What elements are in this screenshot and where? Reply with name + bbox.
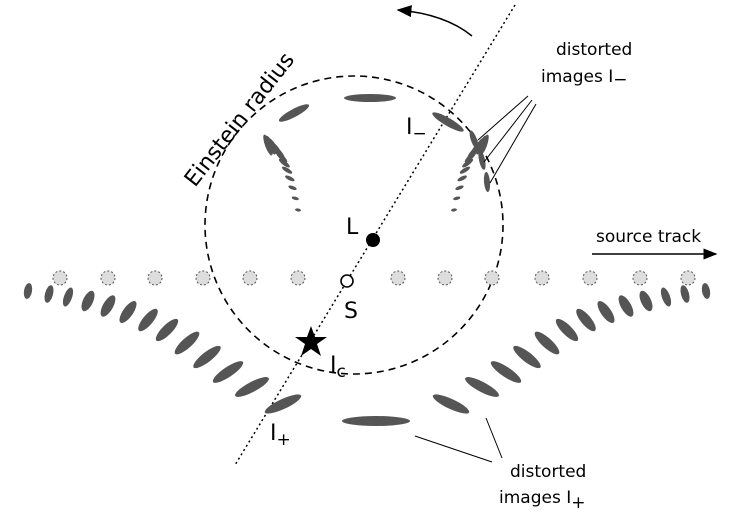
outer-image — [490, 361, 522, 383]
outer-image — [618, 295, 634, 317]
track-dot — [195, 270, 211, 286]
outer-image — [555, 318, 579, 342]
track-dot — [390, 270, 406, 286]
track-dot — [680, 270, 696, 286]
outer-image — [212, 361, 244, 383]
minus-image — [483, 172, 491, 192]
distorted-minus-line1: distorted — [556, 40, 632, 60]
outer-image — [597, 300, 615, 324]
inner-image — [432, 112, 464, 132]
distorted-plus-line2: images I+ — [499, 488, 585, 513]
source-track-label: source track — [596, 227, 701, 247]
bottom-image — [342, 416, 410, 426]
outer-image — [680, 285, 690, 303]
inner-arc — [459, 166, 471, 174]
lens-label: L — [346, 215, 359, 240]
outer-image — [23, 283, 33, 299]
leader-lines — [414, 95, 537, 463]
outer-image — [576, 308, 596, 332]
minus-image-label: I− — [406, 115, 427, 144]
outer-image — [534, 331, 560, 355]
inner-arc — [285, 175, 295, 182]
inner-arc — [278, 158, 290, 168]
outer-image — [174, 331, 200, 355]
source-point — [340, 274, 354, 288]
track-dot — [632, 270, 648, 286]
track-dot — [534, 270, 550, 286]
source-label: S — [344, 299, 358, 324]
outer-image — [432, 394, 470, 414]
central-image-label: Ic — [330, 353, 346, 382]
outer-image — [119, 300, 137, 324]
inner-image — [278, 104, 310, 122]
einstein-circle — [204, 75, 504, 375]
track-dot — [52, 270, 68, 286]
track-dot — [290, 270, 306, 286]
distorted-plus-line1: distorted — [510, 462, 586, 482]
inner-arc — [457, 175, 467, 182]
track-dot — [147, 270, 163, 286]
outer-image — [100, 295, 116, 317]
inner-arc — [453, 196, 461, 201]
inner-arc — [276, 151, 288, 163]
outer-image — [639, 290, 653, 312]
inner-arc — [462, 158, 474, 168]
track-dot — [437, 270, 453, 286]
track-dot — [484, 270, 500, 286]
outer-image — [44, 285, 54, 303]
inner-arc — [281, 166, 293, 174]
images — [23, 94, 711, 426]
outer-image — [155, 318, 179, 342]
central-image-star — [295, 326, 327, 356]
track-dot — [242, 270, 258, 286]
top-image — [344, 94, 396, 102]
plus-image-label: I+ — [270, 421, 291, 450]
distorted-minus-line2: images I− — [541, 67, 627, 90]
outer-image — [264, 394, 302, 414]
outer-image — [660, 287, 672, 307]
inner-arc — [455, 185, 464, 191]
outer-image — [701, 283, 711, 299]
outer-image — [235, 377, 269, 397]
track-dot — [582, 270, 598, 286]
minus-image — [469, 130, 479, 150]
outer-image — [138, 308, 158, 332]
rotation-arrow — [396, 5, 473, 37]
outer-image — [81, 290, 95, 312]
minus-image — [478, 150, 486, 170]
track-dot — [100, 270, 116, 286]
outer-image — [193, 345, 221, 369]
lens-point — [366, 233, 380, 247]
inner-arc — [295, 208, 301, 212]
outer-image — [513, 345, 541, 369]
inner-arc — [464, 151, 476, 163]
inner-arc — [291, 196, 299, 201]
inner-arc — [288, 185, 297, 191]
outer-image — [62, 287, 74, 307]
outer-image — [465, 377, 499, 397]
inner-arc — [451, 208, 457, 212]
